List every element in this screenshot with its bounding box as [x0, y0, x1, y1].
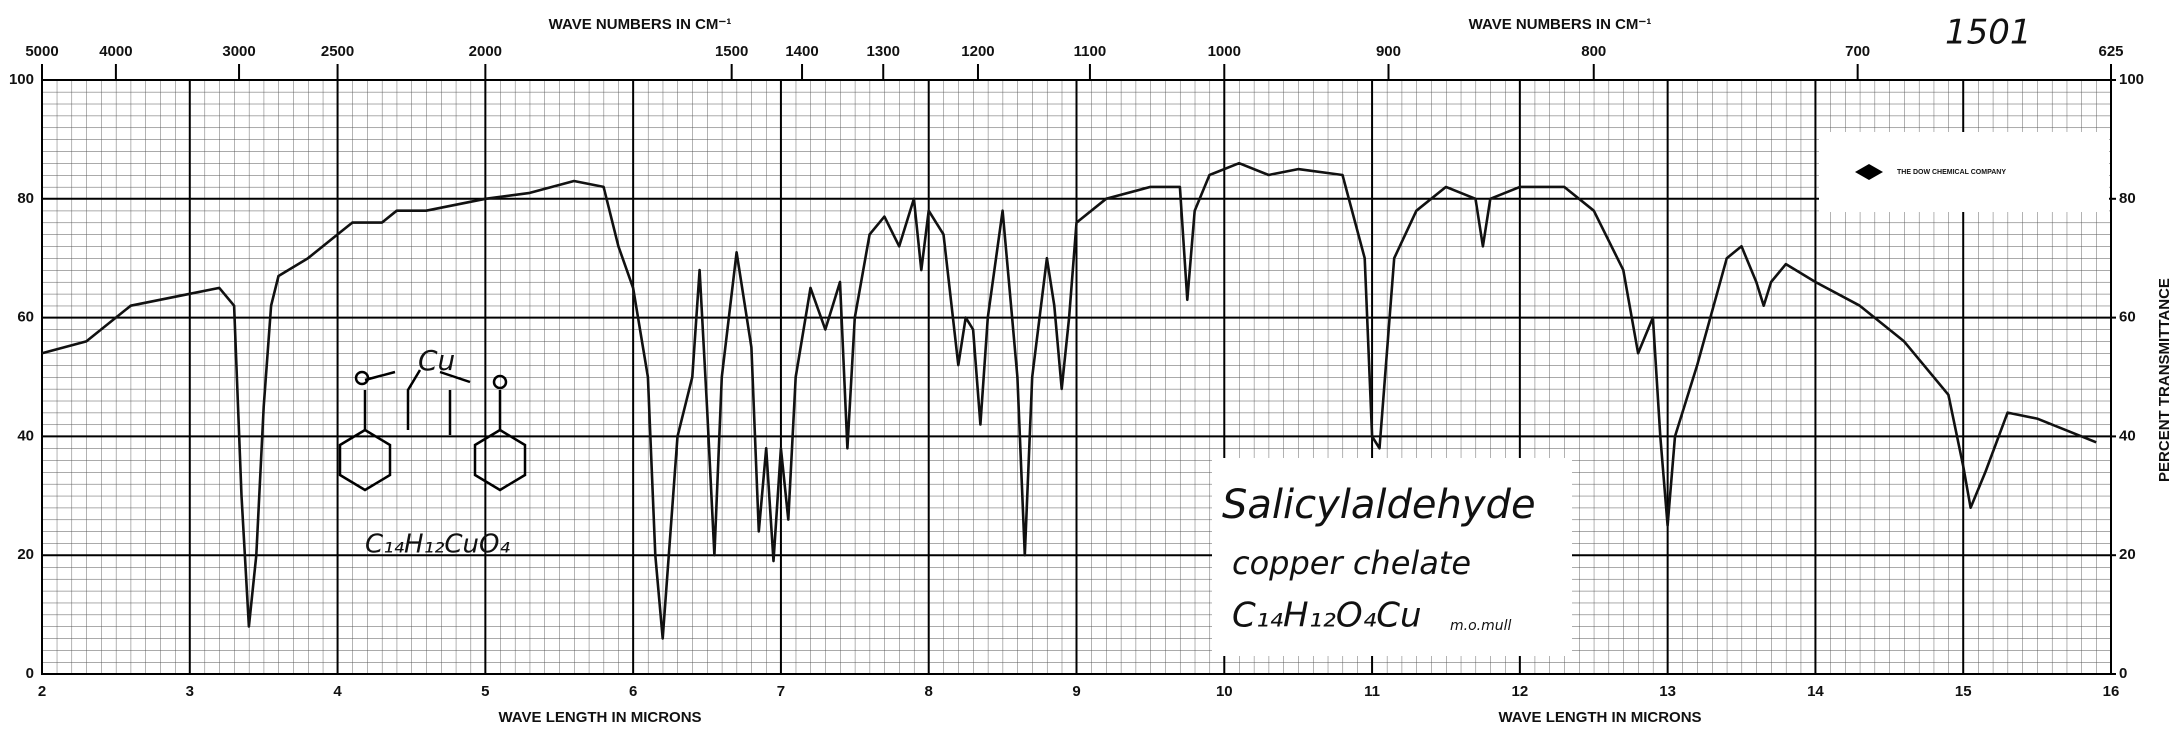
- y2-tick-label: 80: [2119, 190, 2136, 207]
- company-name: THE DOW CHEMICAL COMPANY: [1897, 169, 2006, 176]
- y2-tick-label: 40: [2119, 427, 2136, 444]
- x2-tick-label: 1300: [867, 43, 900, 60]
- x2-tick-label: 1000: [1208, 43, 1241, 60]
- sheet-number: 1501: [1945, 13, 2032, 53]
- y2-tick-label: 100: [2119, 71, 2144, 88]
- x-axis-title: WAVE LENGTH IN MICRONS: [1498, 709, 1701, 726]
- spectrum-line: [41, 161, 2097, 640]
- x2-tick-label: 1500: [715, 43, 748, 60]
- company-box: THE DOW CHEMICAL COMPANY: [1819, 132, 2109, 212]
- x-tick-label: 15: [1955, 683, 1972, 700]
- sample-desc: copper chelate: [1232, 544, 1471, 582]
- x-tick-label: 7: [777, 683, 785, 700]
- x2-tick-label: 700: [1845, 43, 1870, 60]
- company-logo: [1855, 164, 1883, 180]
- x-tick-label: 5: [481, 683, 489, 700]
- x2-tick-label: 1200: [961, 43, 994, 60]
- sample-formula: C₁₄H₁₂O₄Cu: [1232, 596, 1422, 636]
- y2-tick-label: 60: [2119, 309, 2136, 326]
- y-tick-label: 20: [17, 546, 34, 563]
- x2-tick-label: 800: [1581, 43, 1606, 60]
- x-tick-label: 14: [1807, 683, 1824, 700]
- x-tick-label: 11: [1364, 683, 1380, 700]
- x-tick-label: 10: [1216, 683, 1233, 700]
- y2-tick-label: 0: [2119, 665, 2127, 682]
- x-tick-label: 8: [925, 683, 933, 700]
- x2-tick-label: 2500: [321, 43, 354, 60]
- y-tick-label: 0: [26, 665, 34, 682]
- y-tick-label: 40: [17, 427, 34, 444]
- x-tick-label: 4: [333, 683, 342, 700]
- x2-tick-label: 900: [1376, 43, 1401, 60]
- x2-axis-title: WAVE NUMBERS IN CM⁻¹: [1469, 16, 1652, 33]
- x-tick-label: 2: [38, 683, 46, 700]
- x-axis-title: WAVE LENGTH IN MICRONS: [498, 709, 701, 726]
- structure-bonds: [363, 369, 502, 435]
- x2-tick-label: 2000: [469, 43, 502, 60]
- x2-tick-label: 1100: [1074, 43, 1107, 60]
- structure: Cu C₁₄H₁₂CuO₄: [338, 344, 527, 560]
- plot-frame: [41, 79, 2112, 675]
- x-tick-label: 12: [1512, 683, 1529, 700]
- y2-tick-label: 20: [2119, 546, 2136, 563]
- oxygen: [354, 370, 370, 386]
- structure-metal: Cu: [418, 344, 455, 377]
- oxygen: [492, 374, 508, 390]
- sample-box: Salicylaldehyde copper chelate C₁₄H₁₂O₄C…: [1212, 458, 1572, 656]
- sample-medium: m.o.mull: [1450, 618, 1512, 634]
- x-tick-label: 9: [1072, 683, 1080, 700]
- x2-tick-label: 4000: [99, 43, 132, 60]
- x2-tick-label: 1400: [785, 43, 818, 60]
- x-tick-label: 16: [2103, 683, 2120, 700]
- x-tick-label: 6: [629, 683, 637, 700]
- y2-axis-title: PERCENT TRANSMITTANCE: [2156, 278, 2173, 482]
- x2-axis-title: WAVE NUMBERS IN CM⁻¹: [549, 16, 732, 33]
- sample-box-bg: [1212, 458, 1572, 656]
- y-tick-label: 100: [9, 71, 34, 88]
- x2-tick-label: 3000: [222, 43, 255, 60]
- y-tick-label: 80: [17, 190, 34, 207]
- x-tick-label: 13: [1659, 683, 1676, 700]
- x2-tick-label: 625: [2098, 43, 2123, 60]
- x2-tick-label: 5000: [25, 43, 58, 60]
- structure-formula: C₁₄H₁₂CuO₄: [365, 530, 510, 560]
- x-tick-label: 3: [186, 683, 194, 700]
- sample-name: Salicylaldehyde: [1222, 482, 1536, 528]
- y-tick-label: 60: [17, 309, 34, 326]
